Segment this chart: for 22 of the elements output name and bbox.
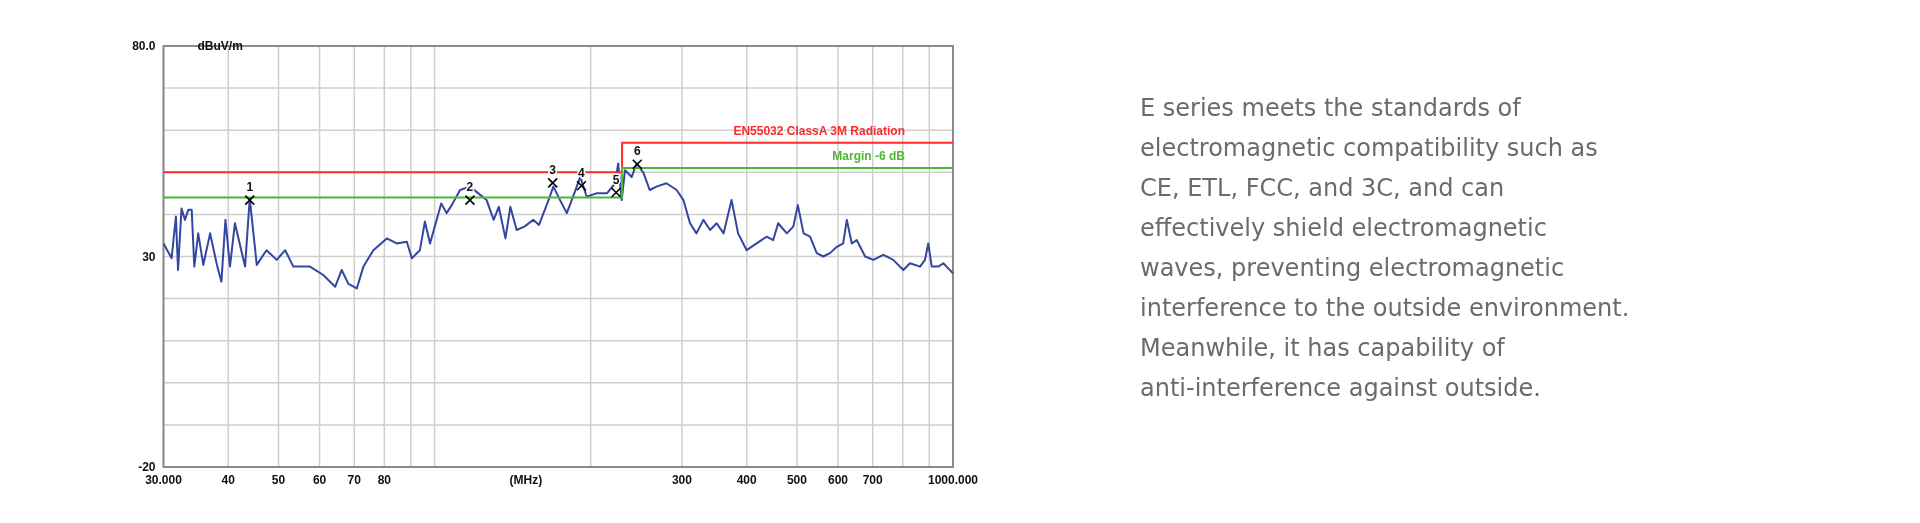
x-tick-label: 40 [221, 473, 236, 487]
x-tick-label: 600 [827, 473, 849, 487]
y-axis-title: dBuV/m [197, 39, 243, 53]
annotation: 1 [246, 180, 254, 195]
y-tick-label: -20 [138, 460, 156, 474]
annotation: 6 [633, 144, 641, 159]
series-label: EN55032 ClassA 3M Radiation [733, 123, 905, 138]
x-tick-label: 30.000 [145, 473, 183, 487]
x-tick-label: 500 [786, 473, 808, 487]
x-tick-label: 60 [312, 473, 327, 487]
x-tick-label: 80 [377, 473, 392, 487]
x-tick-label: 1000.000 [927, 473, 979, 487]
y-tick-label: 30 [142, 249, 156, 264]
y-tick-label: 80.0 [132, 39, 156, 53]
x-axis-title: (MHz) [509, 473, 543, 487]
x-tick-label: 700 [862, 473, 884, 487]
series-label: Margin -6 dB [832, 149, 906, 164]
x-tick-label: 400 [736, 473, 758, 487]
x-tick-label: 300 [671, 473, 693, 487]
text: E series meets the standards of electromagnetic compatibility such as CE, ETL, FCC, and 3C, and can effectively shield electromagnetic waves, preventing electromagnetic interference to the outside environment. Meanwhile, it has capability of anti-interference against outside. [1140, 94, 1630, 402]
x-tick-label: 50 [271, 473, 286, 487]
x-tick-label: 70 [347, 473, 362, 487]
